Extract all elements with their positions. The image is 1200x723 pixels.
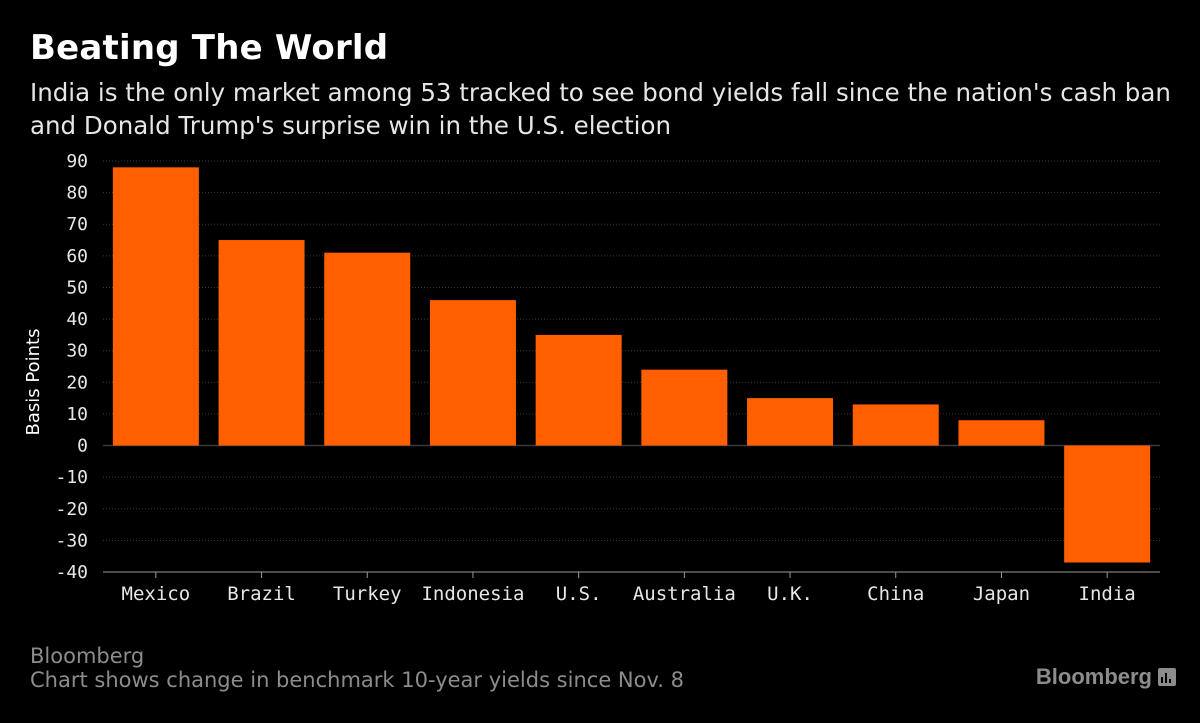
brand-text: Bloomberg (1035, 664, 1152, 689)
y-tick-label: 10 (66, 404, 88, 425)
y-tick-label: 90 (66, 151, 88, 172)
bar-layer (112, 167, 1151, 563)
y-tick-label: 70 (66, 214, 88, 235)
x-category-label: Brazil (227, 583, 296, 605)
y-tick-label: 0 (77, 436, 88, 457)
y-tick-label: -30 (55, 530, 88, 551)
terminal-icon (1158, 668, 1176, 686)
chart-subtitle: India is the only market among 53 tracke… (30, 78, 1171, 140)
bar-china (852, 404, 939, 446)
bar-japan (958, 420, 1045, 446)
y-tick-label: 30 (66, 341, 88, 362)
y-tick-label: 20 (66, 372, 88, 393)
bar-indonesia (429, 300, 516, 446)
x-category-label: Indonesia (421, 583, 524, 605)
y-tick-label: 50 (66, 277, 88, 298)
chart-title: Beating The World (30, 28, 389, 68)
y-tick-label: 80 (66, 183, 88, 204)
bar-australia (641, 369, 728, 446)
y-tick-label: 60 (66, 246, 88, 267)
x-category-label: Japan (973, 583, 1030, 605)
bar-india (1064, 445, 1151, 563)
y-axis-label: Basis Points (23, 329, 44, 436)
y-tick-label: 40 (66, 309, 88, 330)
x-category-label: Australia (633, 583, 736, 605)
brand-logo: Bloomberg (1036, 664, 1176, 690)
y-tick-label: -20 (55, 499, 88, 520)
y-tick-label: -10 (55, 467, 88, 488)
footer-note: Chart shows change in benchmark 10-year … (30, 668, 684, 692)
bar-uk (747, 398, 834, 446)
x-category-layer: Mexico Brazil Turkey Indonesia U.S. Australia… (122, 572, 1136, 605)
footer-source: Bloomberg (30, 644, 145, 668)
bar-mexico (112, 167, 199, 446)
x-category-label: India (1079, 583, 1136, 605)
y-tick-label: -40 (55, 562, 88, 583)
bar-brazil (218, 240, 305, 446)
x-category-label: U.K. (767, 583, 813, 605)
y-tick-layer: 90 80 70 60 50 40 30 20 10 0 -10 -20 -30 -40 (55, 151, 88, 583)
x-category-label: Mexico (122, 583, 191, 605)
x-category-label: China (867, 583, 924, 605)
x-category-label: U.S. (556, 583, 602, 605)
bar-turkey (324, 252, 411, 446)
bar-us (535, 334, 622, 446)
x-category-label: Turkey (333, 583, 402, 605)
